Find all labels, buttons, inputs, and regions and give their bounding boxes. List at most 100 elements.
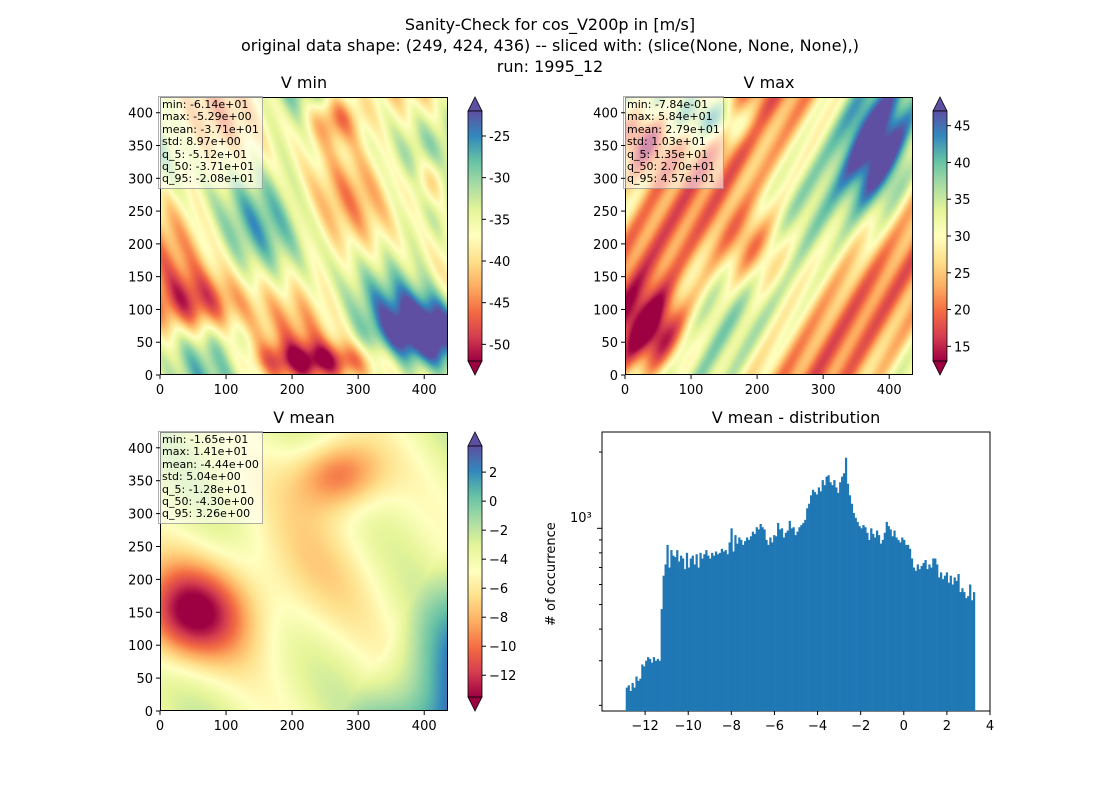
stat-line: std: 8.97e+00: [162, 135, 241, 149]
histogram-bar: [680, 555, 683, 711]
histogram-bar: [953, 577, 956, 711]
histogram-bar: [666, 544, 669, 711]
histogram-bar: [685, 552, 689, 711]
histogram-bar: [819, 491, 822, 711]
histogram-bar: [645, 660, 648, 711]
histogram-bar: [662, 575, 665, 711]
histogram-bar: [887, 526, 890, 711]
histogram-bar: [652, 657, 656, 711]
histogram-bar: [792, 527, 795, 711]
histogram-bar: [757, 529, 760, 711]
histogram-bar: [740, 539, 743, 711]
histogram-bar: [862, 525, 865, 711]
y-tick-label: 50: [136, 336, 153, 351]
histogram-bar: [697, 567, 700, 711]
histogram-bar: [875, 530, 879, 711]
y-tick-label: 250: [593, 205, 618, 220]
histogram-bar: [955, 580, 958, 711]
histogram-bar: [798, 527, 801, 711]
y-tick-label: 400: [593, 107, 618, 122]
histogram-bar: [912, 567, 916, 711]
histogram-bar: [745, 537, 749, 711]
stat-line: max: -5.29e+00: [162, 110, 252, 124]
figure-title-line-2: original data shape: (249, 424, 436) -- …: [241, 36, 859, 55]
stats-box-v-mean: min: -1.65e+01 max: 1.41e+01 mean: -4.44…: [158, 431, 263, 524]
colorbar-tick-label: −10: [489, 640, 516, 655]
histogram-bar: [825, 476, 828, 711]
histogram-bar: [901, 537, 904, 711]
x-tick-label: 300: [346, 383, 371, 398]
histogram-bar: [905, 544, 908, 711]
stat-line: q_95: 4.57e+01: [627, 172, 716, 186]
y-tick-label: 200: [128, 238, 153, 253]
histogram-bar: [693, 564, 696, 711]
colorbar-tick-label: -40: [489, 255, 510, 270]
histogram-bar: [790, 528, 793, 711]
histogram-bar: [971, 600, 974, 711]
histogram-bar: [656, 658, 659, 711]
histogram-bar: [804, 519, 807, 711]
histogram-bar: [844, 457, 848, 711]
x-tick-label: 0: [156, 383, 164, 398]
histogram-bar: [860, 528, 863, 711]
histogram-bar: [722, 551, 725, 711]
x-tick-label: 0: [621, 383, 629, 398]
y-tick-label: 50: [136, 672, 153, 687]
histogram-bar: [641, 664, 644, 711]
histogram-bar: [713, 555, 716, 711]
stat-line: mean: 2.79e+01: [627, 122, 720, 136]
histogram-bar: [724, 550, 727, 711]
y-tick-label: 150: [128, 271, 153, 286]
x-tick-label: 100: [214, 383, 239, 398]
histogram-bar: [943, 575, 947, 711]
histogram-bar: [932, 558, 935, 711]
histogram-bar: [695, 554, 698, 711]
histogram-x-tick-label: 0: [900, 719, 908, 734]
histogram-bar: [714, 551, 718, 711]
histogram-bar: [842, 473, 846, 711]
histogram-bar: [895, 537, 898, 711]
histogram-bar: [872, 533, 875, 711]
histogram-bar: [625, 687, 628, 711]
histogram-bar: [829, 482, 832, 711]
histogram-x-tick-label: −6: [765, 719, 784, 734]
histogram-bar: [870, 528, 873, 711]
histogram-bar: [949, 575, 952, 711]
histogram-bar: [893, 530, 896, 711]
colorbar-tick-label: −4: [489, 553, 508, 568]
histogram-bar: [827, 475, 830, 711]
y-tick-label: 200: [128, 573, 153, 588]
histogram-bar: [891, 536, 894, 711]
x-tick-label: 200: [280, 383, 305, 398]
histogram-bar: [753, 533, 756, 711]
stats-box-v-max: min: -7.84e-01 max: 5.84e+01 mean: 2.79e…: [623, 96, 724, 189]
colorbar-tick-label: 15: [954, 340, 971, 355]
stat-line: q_5: -1.28e+01: [162, 482, 248, 496]
histogram-bar: [938, 577, 941, 711]
x-tick-label: 400: [412, 719, 437, 734]
histogram-bar: [941, 579, 945, 711]
stat-line: std: 1.03e+01: [627, 135, 706, 149]
stat-line: max: 1.41e+01: [162, 445, 248, 459]
histogram-bar: [874, 537, 877, 711]
figure-title-line-1: Sanity-Check for cos_V200p in [m/s]: [404, 15, 696, 34]
histogram-ytick-label: 10³: [570, 511, 592, 526]
histogram-bar: [732, 551, 735, 711]
colorbar: [467, 110, 483, 362]
histogram-bar: [786, 530, 789, 711]
histogram-bar: [627, 685, 630, 711]
colorbar-tick-label: 40: [954, 156, 971, 171]
histogram-bar: [835, 487, 838, 711]
axes-frame-v-max: [625, 97, 913, 375]
histogram-bar: [718, 552, 722, 711]
y-tick-label: 100: [128, 303, 153, 318]
stat-line: q_95: -2.08e+01: [162, 172, 255, 186]
colorbar-tick-label: −2: [489, 524, 508, 539]
colorbar-tick-label: 35: [954, 193, 971, 208]
figure-title-line-3: run: 1995_12: [496, 57, 604, 76]
colorbar-tick-label: 45: [954, 120, 971, 135]
x-tick-label: 100: [679, 383, 704, 398]
stat-line: min: -1.65e+01: [162, 433, 249, 446]
histogram-bar: [969, 584, 972, 711]
histogram-bar: [866, 532, 869, 711]
